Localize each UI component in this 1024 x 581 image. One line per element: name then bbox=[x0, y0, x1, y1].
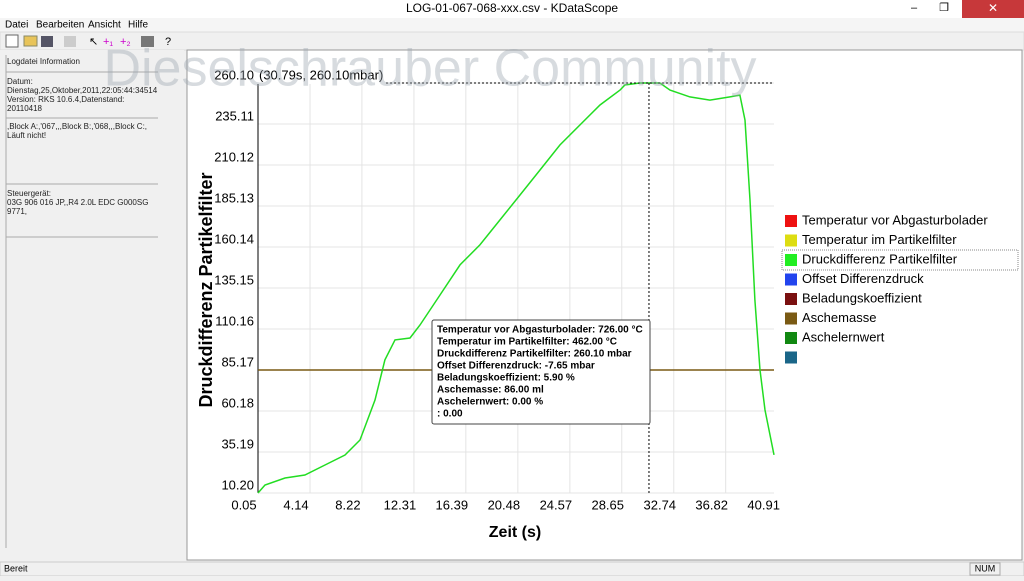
open-button[interactable] bbox=[23, 35, 38, 47]
legend-selection bbox=[781, 249, 1019, 271]
toolbar-icons: ↖ +₁ +₂ ? bbox=[5, 34, 171, 48]
data-line bbox=[257, 82, 775, 494]
info-line: Datum: bbox=[7, 77, 33, 86]
chart-area bbox=[186, 49, 1023, 561]
legend-swatch bbox=[785, 293, 797, 305]
new-button[interactable] bbox=[5, 34, 19, 48]
tooltip-line: Aschemasse: 86.00 ml bbox=[437, 385, 544, 396]
menu-item[interactable]: Datei bbox=[5, 20, 28, 31]
pointer-button[interactable]: ↖ bbox=[89, 36, 98, 48]
y-tick-label: 210.12 bbox=[214, 149, 254, 164]
legend-swatch bbox=[785, 215, 797, 227]
x-tick-label: 36.82 bbox=[695, 497, 728, 512]
block-line: Läuft nicht! bbox=[7, 131, 46, 140]
close-icon[interactable]: ✕ bbox=[988, 1, 998, 15]
close-button[interactable] bbox=[962, 0, 1024, 18]
y-tick-label: 60.18 bbox=[221, 395, 254, 410]
legend-swatch bbox=[785, 332, 797, 344]
tooltip-line: Temperatur vor Abgasturbolader: 726.00 °… bbox=[437, 325, 643, 336]
status-bar bbox=[0, 561, 1024, 577]
y-tick-label: 160.14 bbox=[214, 231, 254, 246]
tooltip-line: Offset Differenzdruck: -7.65 mbar bbox=[437, 361, 595, 372]
y-tick-label: 110.16 bbox=[215, 313, 254, 328]
legend-swatch bbox=[785, 254, 797, 266]
y-tick-label: 185.13 bbox=[214, 190, 254, 205]
window-title: LOG-01-067-068-xxx.csv - KDataScope bbox=[406, 1, 618, 15]
tooltip-line: Aschelernwert: 0.00 % bbox=[437, 397, 543, 408]
legend-label: Druckdifferenz Partikelfilter bbox=[802, 251, 958, 266]
x-tick-label: 4.14 bbox=[283, 497, 308, 512]
x-axis-label: Zeit (s) bbox=[489, 524, 541, 541]
title-bar bbox=[0, 0, 1024, 18]
legend-label: Aschemasse bbox=[802, 310, 876, 325]
y-tick-label: 260.10 bbox=[214, 67, 254, 82]
ecu-line: Steuergerät: bbox=[7, 189, 51, 198]
maximize-button[interactable]: ❐ bbox=[939, 2, 949, 14]
menu-item[interactable]: Hilfe bbox=[128, 20, 148, 31]
x-tick-label: 32.74 bbox=[644, 497, 677, 512]
y-tick-label: 235.11 bbox=[215, 108, 254, 123]
print-button[interactable] bbox=[141, 36, 154, 47]
num-indicator: NUM bbox=[975, 563, 996, 573]
ecu-line: 03G 906 016 JP,,R4 2.0L EDC G000SG bbox=[7, 198, 148, 207]
status-text: Bereit bbox=[4, 563, 28, 573]
legend-swatch bbox=[785, 234, 797, 247]
x-tick-label: 20.48 bbox=[488, 497, 521, 512]
y-tick-label: 135.15 bbox=[214, 272, 254, 287]
x-tick-label: 24.57 bbox=[540, 497, 573, 512]
legend-swatch bbox=[785, 351, 797, 364]
info-line: Version: RKS 10.6.4,Datenstand: bbox=[7, 95, 124, 104]
tooltip-line: Beladungskoeffizient: 5.90 % bbox=[437, 373, 575, 384]
legend-label: Temperatur vor Abgasturbolader bbox=[802, 212, 988, 227]
x-tick-label: 12.31 bbox=[384, 497, 417, 512]
tooltip-line: : 0.00 bbox=[437, 409, 463, 420]
menu-item[interactable]: Ansicht bbox=[88, 20, 121, 31]
legend-label: Temperatur im Partikelfilter bbox=[802, 232, 957, 247]
copy-button[interactable] bbox=[64, 36, 76, 47]
y-tick-label: 85.17 bbox=[221, 354, 254, 369]
panel-title: Logdatei Information bbox=[7, 57, 80, 66]
legend-label: Beladungskoeffizient bbox=[802, 290, 922, 305]
save-button[interactable] bbox=[41, 36, 53, 47]
minimize-button[interactable]: – bbox=[911, 2, 918, 14]
cursor2-button[interactable]: +₂ bbox=[120, 36, 131, 48]
watermark: Dieselschrauber Community bbox=[103, 40, 756, 98]
legend-label: Offset Differenzdruck bbox=[802, 271, 924, 286]
y-axis-label: Druckdifferenz Partikelfilter bbox=[196, 172, 216, 407]
info-line: Dienstag,25,Oktober,2011,22:05:44:34514 bbox=[7, 86, 158, 95]
info-line: 20110418 bbox=[7, 104, 43, 113]
help-button[interactable]: ? bbox=[165, 36, 171, 48]
y-tick-label: 35.19 bbox=[221, 436, 254, 451]
ecu-line: 9771, bbox=[7, 207, 27, 216]
status-pane bbox=[969, 562, 1001, 576]
tooltip-box bbox=[431, 319, 651, 425]
cursor1-button[interactable]: +₁ bbox=[103, 36, 113, 48]
x-tick-label: 28.65 bbox=[591, 497, 624, 512]
legend-swatch bbox=[785, 273, 797, 286]
tooltip-line: Druckdifferenz Partikelfilter: 260.10 mb… bbox=[437, 349, 632, 360]
cursor-label-bg bbox=[256, 68, 386, 84]
legend-swatch bbox=[785, 312, 797, 325]
menu-bar bbox=[0, 18, 1024, 32]
x-tick-label: 8.22 bbox=[335, 497, 360, 512]
legend-label: Aschelernwert bbox=[802, 329, 885, 344]
menu-item[interactable]: Bearbeiten bbox=[36, 20, 84, 31]
x-tick-label: 40.91 bbox=[747, 497, 780, 512]
block-line: ,Block A:,'067,,,Block B:,'068,,,Block C… bbox=[7, 122, 147, 131]
y-tick-label: 10.20 bbox=[221, 477, 254, 492]
tooltip-line: Temperatur im Partikelfilter: 462.00 °C bbox=[437, 337, 617, 348]
x-tick-label: 0.05 bbox=[231, 497, 256, 512]
x-tick-label: 16.39 bbox=[436, 497, 469, 512]
cursor-label: (30.79s, 260.10mbar) bbox=[259, 67, 383, 82]
info-panel bbox=[0, 50, 184, 562]
